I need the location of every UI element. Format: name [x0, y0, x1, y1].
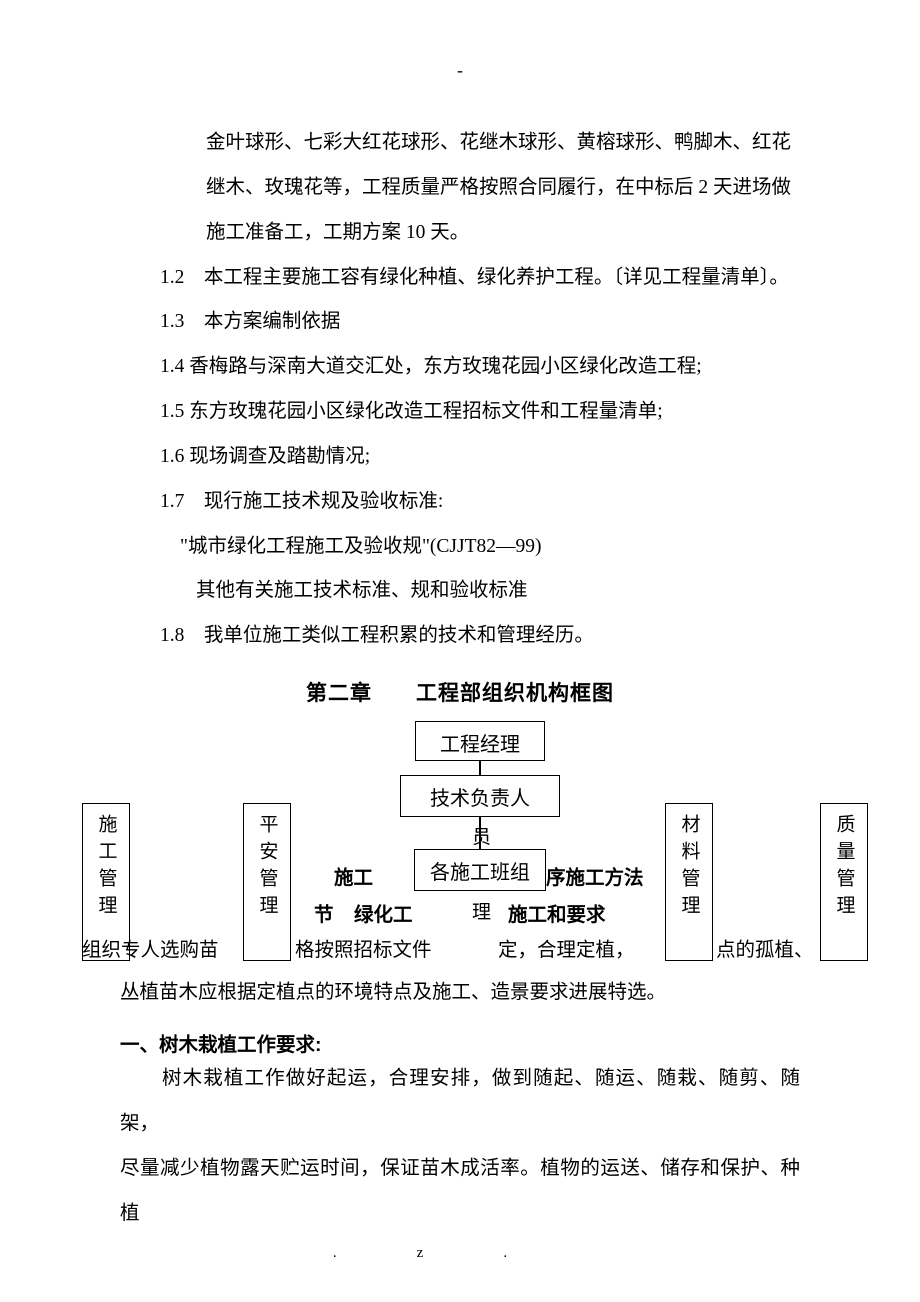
org-manager-label: 工程经理 [440, 728, 520, 757]
para2-line2: 尽量减少植物露天贮运时间，保证苗木成活率。植物的运送、储存和保护、种植 [120, 1147, 800, 1237]
org-connector2 [479, 817, 481, 849]
item-1-8: 1.8 我单位施工类似工程积累的技术和管理经历。 [120, 614, 800, 659]
org-col-2-label: 平安管理 [254, 814, 281, 922]
heading-tree-planting: 一、树木栽植工作要求: [120, 1028, 800, 1057]
para1-line3: 施工准备工，工期方案 10 天。 [120, 211, 800, 256]
item-1-3: 1.3 本方案编制依据 [120, 300, 800, 345]
footer-right: z. [417, 1245, 587, 1261]
org-connector [479, 761, 481, 775]
org-li: 理 [472, 897, 491, 924]
frag-d: 点的孤植、 [716, 933, 814, 962]
item-1-5: 1.5 东方玫瑰花园小区绿化改造工程招标文件和工程量清单; [120, 390, 800, 435]
org-teams-label: 各施工班组 [430, 856, 530, 885]
top-dash: - [120, 60, 800, 81]
org-tech-box: 技术负责人 [400, 775, 560, 817]
page-footer: .z. [120, 1245, 800, 1262]
frag-b: 格按照招标文件 [295, 933, 432, 962]
overlay-yaoqi: 施工和要求 [508, 898, 606, 927]
org-col-3: 材料管理 [665, 803, 713, 961]
item-1-6: 1.6 现场调查及踏勘情况; [120, 435, 800, 480]
frag-zuzhi: 组织 [82, 940, 121, 961]
item-1-7a: "城市绿化工程施工及验收规"(CJJT82—99) [120, 525, 800, 570]
overlay-shigong: 施工 [334, 861, 373, 890]
footer-left: . [333, 1245, 417, 1261]
overlay-lvhua: 绿化工 [354, 898, 413, 927]
org-col-4-label: 质量管理 [831, 814, 858, 922]
para2-line1: 树木栽植工作做好起运，合理安排，做到随起、随运、随栽、随剪、随架， [120, 1057, 800, 1147]
frag-c: 定，合理定植， [498, 933, 635, 962]
page: - 金叶球形、七彩大红花球形、花继木球形、黄榕球形、鸭脚木、红花 继木、玫瑰花等… [0, 0, 920, 1302]
para1-line1: 金叶球形、七彩大红花球形、花继木球形、黄榕球形、鸭脚木、红花 [120, 121, 800, 166]
org-teams-box: 各施工班组 [414, 849, 546, 891]
org-col-2: 平安管理 [243, 803, 291, 961]
under-chart-frag: 组织专人选购苗 [82, 933, 219, 962]
frag-a: 专人选购苗 [121, 940, 219, 961]
chapter-2-title: 第二章 工程部组织机构框图 [120, 677, 800, 707]
item-1-2: 1.2 本工程主要施工容有绿化种植、绿化养护工程。〔详见工程量清单〕。 [120, 256, 800, 301]
org-col-4: 质量管理 [820, 803, 868, 961]
item-1-7: 1.7 现行施工技术规及验收标准: [120, 480, 800, 525]
org-col-3-label: 材料管理 [676, 814, 703, 922]
org-manager-box: 工程经理 [415, 721, 545, 761]
item-1-7b: 其他有关施工技术标准、规和验收标准 [120, 569, 800, 614]
org-yuan: 员 [472, 822, 491, 849]
para1-line2: 继木、玫瑰花等，工程质量严格按照合同履行，在中标后 2 天进场做 [120, 166, 800, 211]
org-tech-label: 技术负责人 [430, 782, 530, 811]
overlay-jie: 节 [314, 898, 334, 927]
overlay-xushigong: 序施工方法 [546, 861, 644, 890]
org-col-1-label: 施工管理 [93, 814, 120, 922]
org-chart: 工程经理 技术负责人 员 各施工班组 理 施工管理 平安管理 材料管理 质量管理 [120, 721, 800, 981]
item-1-4: 1.4 香梅路与深南大道交汇处，东方玫瑰花园小区绿化改造工程; [120, 345, 800, 390]
